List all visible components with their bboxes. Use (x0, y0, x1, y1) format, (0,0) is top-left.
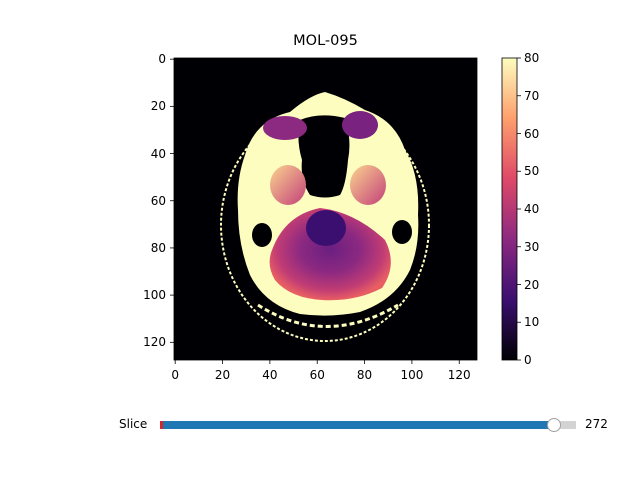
slice-slider-fill (160, 421, 554, 429)
x-tick-label: 20 (214, 368, 231, 382)
x-tick-label: 100 (400, 368, 424, 382)
colorbar-tick-label: 10 (524, 315, 540, 330)
colorbar-tick-label: 60 (524, 126, 540, 141)
colorbar-tick-label: 80 (524, 51, 540, 65)
right-temporal-lobe (350, 165, 386, 205)
occipital-arc (257, 303, 399, 328)
image-axes-frame (173, 57, 478, 361)
y-tick-label: 0 (158, 52, 166, 67)
right-orbit (342, 111, 378, 139)
sinus-cavity (298, 115, 350, 198)
left-temporal-lobe (270, 165, 306, 205)
slice-slider-track[interactable] (160, 421, 576, 429)
colorbar-tick-label: 20 (524, 277, 540, 292)
y-tick-label: 20 (150, 99, 166, 114)
slice-slider-min-marker (160, 421, 163, 429)
x-tick-label: 80 (356, 368, 373, 382)
y-tick-label: 100 (143, 288, 166, 303)
y-tick-label: 60 (150, 193, 166, 208)
x-tick-label: 60 (309, 368, 325, 382)
cerebellum (269, 208, 391, 301)
x-tick-label: 120 (447, 368, 471, 382)
x-axis-ticks (174, 360, 460, 364)
colorbar-tick-label: 40 (524, 202, 540, 216)
colorbar-tick-label: 0 (524, 353, 532, 367)
left-mastoid-pocket (252, 223, 272, 247)
slice-slider-handle[interactable] (546, 418, 561, 432)
brainstem (306, 210, 346, 246)
y-tick-label: 80 (150, 240, 166, 255)
colorbar-tick-label: 70 (524, 88, 540, 103)
y-tick-label: 40 (150, 146, 166, 161)
skull-outline (220, 108, 430, 342)
colorbar-tick-label: 50 (524, 164, 540, 179)
left-orbit (263, 116, 307, 140)
y-axis-ticks (170, 58, 174, 343)
slice-slider-value: 272 (585, 417, 608, 431)
plot-title: MOL-095 (293, 33, 358, 49)
slice-slider-label: Slice (119, 417, 148, 431)
right-mastoid-pocket (392, 220, 412, 244)
colorbar-tick-label: 30 (524, 239, 540, 254)
x-tick-label: 40 (262, 368, 278, 382)
y-tick-label: 120 (143, 335, 166, 350)
x-tick-label: 0 (171, 368, 179, 382)
